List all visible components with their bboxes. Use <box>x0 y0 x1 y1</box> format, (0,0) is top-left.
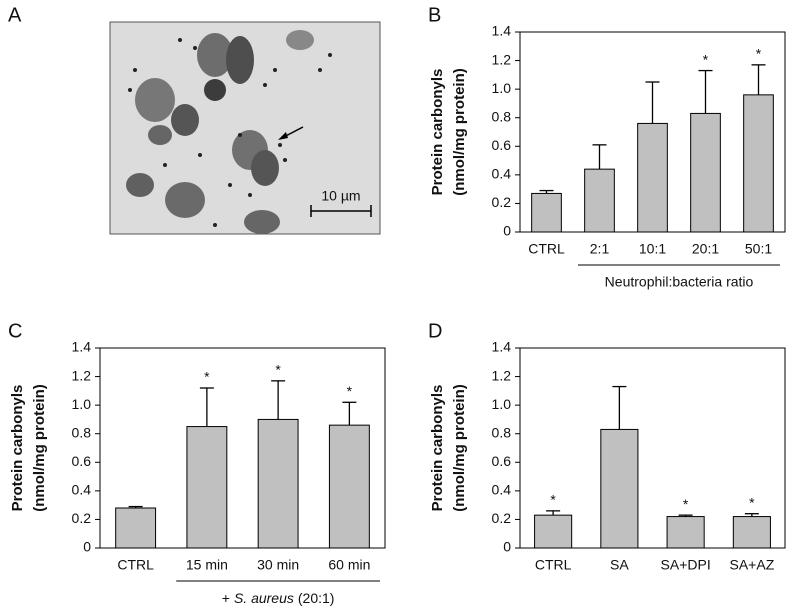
bar <box>584 168 615 233</box>
y-tick-label: 0 <box>503 539 511 555</box>
y-tick-label: 0.4 <box>492 166 512 182</box>
bar <box>534 514 573 549</box>
x-tick-label: 2:1 <box>590 241 610 257</box>
y-tick-label: 1.0 <box>492 396 512 412</box>
x-tick-label: 20:1 <box>692 241 719 257</box>
y-tick-label: 1.2 <box>492 51 512 67</box>
y-tick-label: 1.4 <box>72 339 92 355</box>
y-axis-label: (nmol/mg protein) <box>451 68 468 196</box>
bar <box>690 112 721 233</box>
panel-label: D <box>428 320 442 342</box>
y-tick-label: 0.6 <box>492 453 512 469</box>
plot-frame <box>519 347 786 549</box>
bar <box>115 507 157 549</box>
chart: D Protein carbonyls (nmol/mg protein) 0 0.2 0… <box>428 320 786 573</box>
x-tick-label: CTRL <box>528 241 565 257</box>
bar <box>531 192 562 233</box>
significance-marker: * <box>347 383 353 399</box>
y-axis-label: (nmol/mg protein) <box>451 384 468 512</box>
chart: C Protein carbonyls (nmol/mg protein) 0 0.2 0… <box>8 320 386 606</box>
y-tick-label: 0 <box>503 223 511 239</box>
x-tick-label: SA+AZ <box>730 557 775 573</box>
bar <box>743 94 774 233</box>
y-axis-label: Protein carbonyls <box>429 69 446 196</box>
image-panel: A 10 µm <box>8 4 381 235</box>
x-axis-label-part: S. aureus <box>234 590 294 606</box>
y-tick-label: 0 <box>83 539 91 555</box>
chart: B Protein carbonyls (nmol/mg protein) 0 0.2 0… <box>428 4 786 290</box>
y-tick-label: 1.2 <box>492 367 512 383</box>
bacteria <box>128 38 332 227</box>
panel-label: C <box>8 320 22 342</box>
y-axis-label: Protein carbonyls <box>9 385 26 512</box>
y-tick-label: 0.4 <box>72 482 92 498</box>
y-axis-label: (nmol/mg protein) <box>31 384 48 512</box>
x-tick-label: 10:1 <box>639 241 666 257</box>
x-axis-label: Neutrophil:bacteria ratio <box>605 274 754 290</box>
x-tick-label: 60 min <box>328 557 370 573</box>
arrow-head <box>278 132 288 140</box>
significance-marker: * <box>550 492 556 508</box>
x-tick-label: 50:1 <box>745 241 772 257</box>
x-tick-label: CTRL <box>535 557 572 573</box>
significance-marker: * <box>683 496 689 512</box>
x-tick-label: 30 min <box>257 557 299 573</box>
y-tick-label: 1.0 <box>72 396 92 412</box>
y-tick-label: 0.6 <box>492 137 512 153</box>
x-tick-label: 15 min <box>186 557 228 573</box>
significance-marker: * <box>275 362 281 378</box>
y-tick-label: 0.4 <box>492 482 512 498</box>
y-tick-label: 0.2 <box>492 510 512 526</box>
bar <box>637 122 668 233</box>
panel-label: B <box>428 4 441 26</box>
y-tick-label: 1.4 <box>492 339 512 355</box>
x-axis-label-part: + <box>222 590 230 606</box>
bar <box>328 424 370 549</box>
significance-marker: * <box>703 51 709 67</box>
significance-marker: * <box>756 46 762 62</box>
bar <box>257 418 299 549</box>
plot-frame <box>99 347 386 549</box>
scale-bar <box>310 205 372 217</box>
bar <box>666 516 705 549</box>
x-tick-label: SA+DPI <box>661 557 711 573</box>
y-tick-label: 0.8 <box>492 108 512 124</box>
y-tick-label: 1.2 <box>72 367 92 383</box>
y-tick-label: 0.6 <box>72 453 92 469</box>
y-axis-label: Protein carbonyls <box>429 385 446 512</box>
bar <box>186 426 228 549</box>
y-tick-label: 1.0 <box>492 80 512 96</box>
x-axis-label-part: (20:1) <box>298 590 335 606</box>
bar <box>732 516 771 549</box>
y-tick-label: 0.8 <box>492 424 512 440</box>
panel-label: A <box>8 4 22 26</box>
cells <box>126 30 314 234</box>
y-tick-label: 1.4 <box>492 23 512 39</box>
significance-marker: * <box>204 369 210 385</box>
bar <box>600 428 639 549</box>
scale-label: 10 µm <box>321 188 360 204</box>
x-tick-label: CTRL <box>117 557 154 573</box>
plot-frame <box>519 31 786 233</box>
significance-marker: * <box>749 494 755 510</box>
y-tick-label: 0.8 <box>72 424 92 440</box>
y-tick-label: 0.2 <box>72 510 92 526</box>
y-tick-label: 0.2 <box>492 194 512 210</box>
x-tick-label: SA <box>610 557 629 573</box>
x-axis-label: + S. aureus (20:1) <box>222 590 335 606</box>
